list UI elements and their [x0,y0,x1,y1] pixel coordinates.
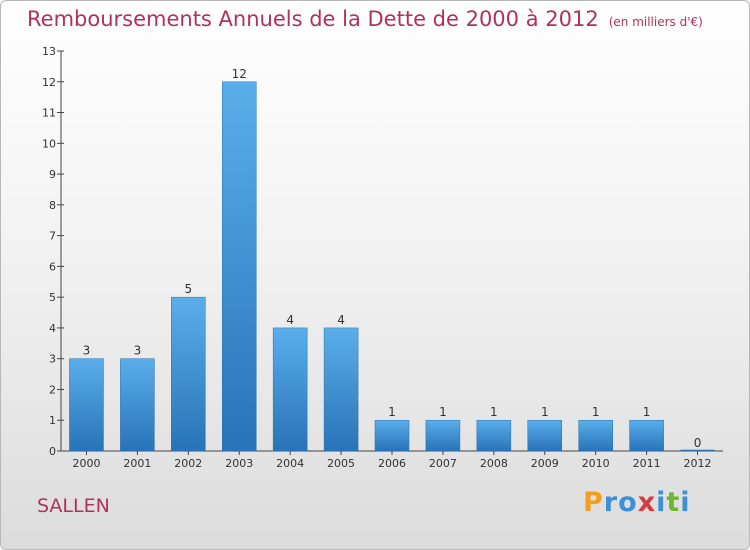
x-tick-label: 2004 [276,457,304,470]
bar [171,296,206,452]
bar-value-label: 3 [134,344,142,358]
bar [425,419,461,452]
y-tick-label: 5 [49,291,56,304]
y-tick-label: 7 [49,230,56,243]
y-tick-label: 8 [49,199,56,212]
bar-value-label: 12 [232,67,247,81]
chart-title-text: Remboursements Annuels de la Dette de 20… [27,7,599,31]
x-tick-label: 2002 [174,457,202,470]
proxiti-logo: Proxiti [583,487,691,518]
chart-title: Remboursements Annuels de la Dette de 20… [27,7,703,31]
bar [272,327,308,452]
bar-value-label: 5 [184,282,192,296]
bar [527,419,563,452]
logo-letter: i [680,487,691,518]
y-tick-label: 1 [49,414,56,427]
bar-value-label: 1 [388,405,396,419]
x-tick-label: 2008 [480,457,508,470]
bar-value-label: 1 [643,405,651,419]
x-tick-label: 2000 [72,457,100,470]
y-tick-label: 2 [49,383,56,396]
commune-name: SALLEN [37,495,110,517]
logo-letter: i [656,487,667,518]
x-tick-label: 2005 [327,457,355,470]
y-tick-label: 4 [49,322,56,335]
bar [476,419,512,452]
bar-value-label: 1 [490,405,498,419]
bar-value-label: 1 [592,405,600,419]
x-tick-label: 2011 [633,457,661,470]
bar [323,327,359,452]
bar-value-label: 1 [439,405,447,419]
logo-letter: r [603,487,619,518]
y-tick-label: 9 [49,168,56,181]
chart-unit: (en milliers d'€) [608,15,703,29]
bar [374,419,410,452]
logo-letter: P [583,487,604,518]
y-tick-label: 3 [49,353,56,366]
y-tick-label: 13 [42,45,56,58]
x-tick-label: 2006 [378,457,406,470]
y-tick-label: 11 [42,107,56,120]
bar [629,419,664,452]
bar [578,419,613,452]
x-tick-label: 2007 [429,457,457,470]
x-tick-label: 2001 [123,457,151,470]
logo-letter: o [618,487,638,518]
y-tick-label: 12 [42,76,56,89]
x-tick-label: 2010 [582,457,610,470]
bar [69,358,104,452]
y-tick-label: 10 [42,137,56,150]
bar [221,81,257,452]
x-tick-label: 2012 [684,457,712,470]
x-tick-label: 2009 [531,457,559,470]
y-tick-label: 6 [49,260,56,273]
bar-value-label: 0 [694,436,702,450]
bar-value-label: 4 [286,313,294,327]
bar-value-label: 4 [337,313,345,327]
bar [120,358,155,452]
x-tick-label: 2003 [225,457,253,470]
logo-letter: x [637,487,657,518]
bar-value-label: 3 [83,344,91,358]
bar-value-label: 1 [541,405,549,419]
y-tick-label: 0 [49,445,56,458]
logo-letter: t [666,487,681,518]
